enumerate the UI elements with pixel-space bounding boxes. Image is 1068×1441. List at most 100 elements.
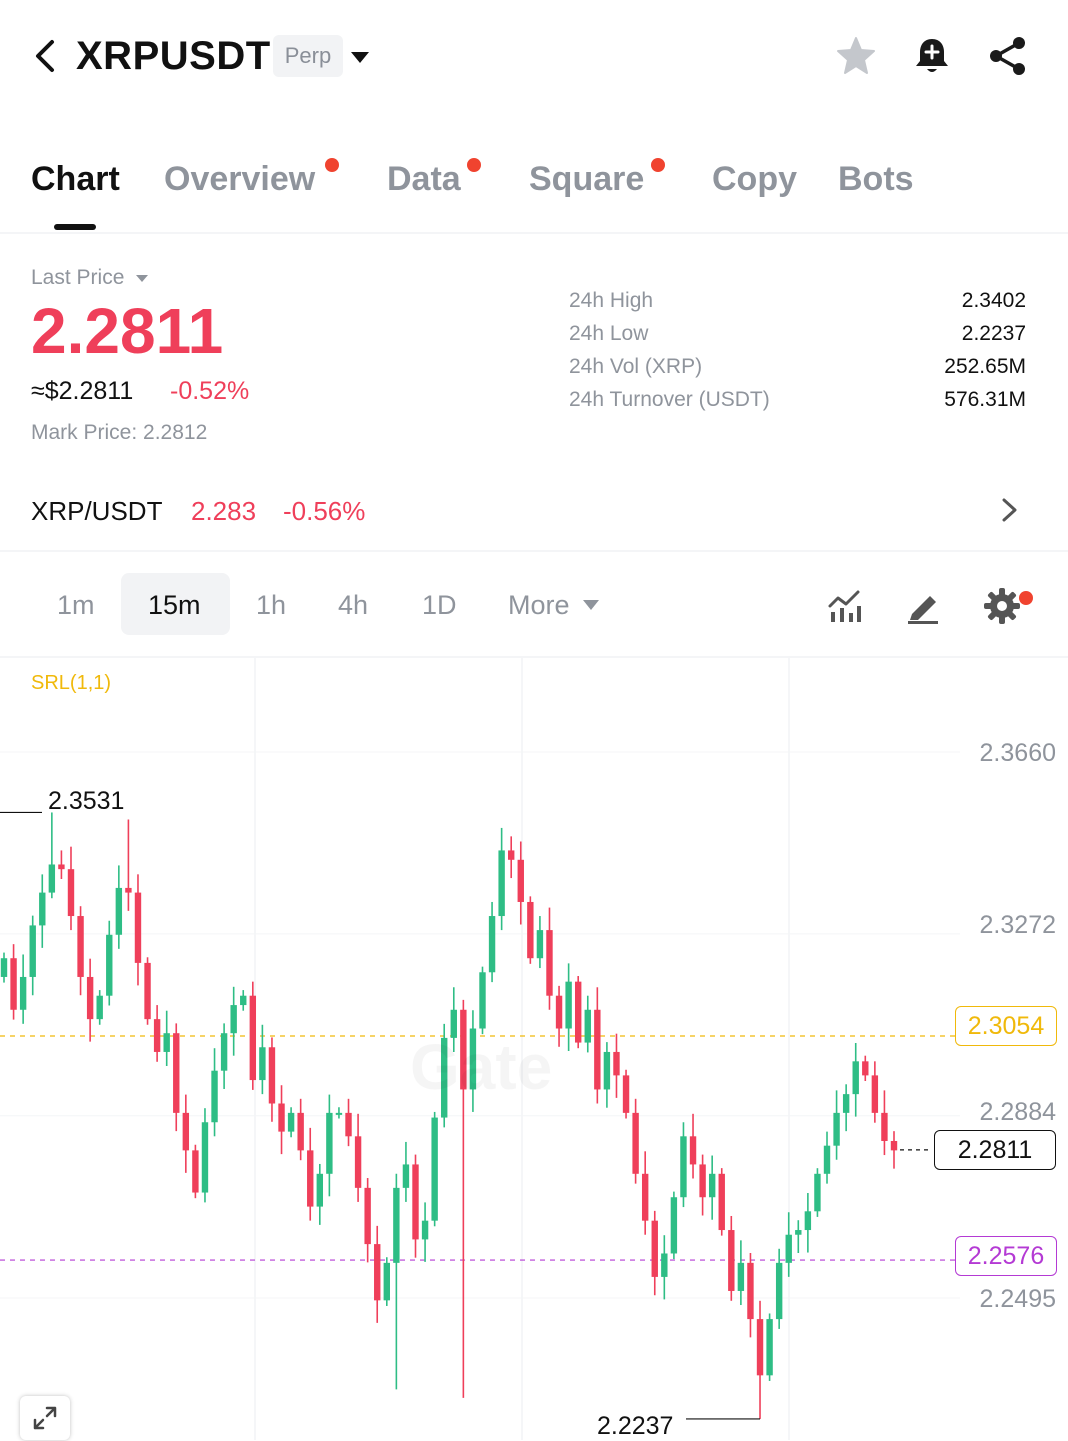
share-icon[interactable]: [986, 34, 1030, 78]
low-price-label: 2.2237: [597, 1412, 674, 1440]
candle-body: [364, 1187, 371, 1245]
back-icon[interactable]: [28, 36, 64, 76]
symbol-title[interactable]: XRPUSDT: [76, 34, 271, 78]
chevron-right-icon[interactable]: [996, 494, 1024, 526]
candle-body: [785, 1234, 792, 1263]
tab-copy[interactable]: Copy: [712, 160, 797, 198]
y-axis-tick: 2.3660: [979, 739, 1056, 767]
star-icon[interactable]: [834, 34, 878, 78]
candle-body: [153, 1019, 161, 1052]
stat-label-vol: 24h Vol (XRP): [569, 355, 703, 378]
candle-body: [756, 1319, 764, 1376]
tab-active-indicator: [54, 224, 96, 230]
stat-value-turnover: 576.31M: [944, 388, 1026, 411]
candle-body: [699, 1164, 706, 1198]
candle-body: [613, 1051, 620, 1076]
interval-more[interactable]: More: [508, 590, 570, 620]
current-price-tag: 2.2811: [934, 1130, 1056, 1170]
tab-bots[interactable]: Bots: [838, 160, 914, 198]
candle-body: [622, 1075, 630, 1113]
bell-plus-icon[interactable]: [910, 34, 954, 78]
candle-body: [833, 1112, 840, 1146]
stat-label-low: 24h Low: [569, 322, 649, 345]
candle-body: [469, 1028, 477, 1090]
spot-price: 2.283: [191, 496, 257, 526]
candle-body: [527, 901, 534, 959]
candle-body: [10, 958, 17, 1010]
candle-body: [517, 859, 524, 902]
candle-body: [689, 1136, 697, 1165]
gear-icon[interactable]: [982, 586, 1022, 626]
stat-label-turnover: 24h Turnover (USDT): [569, 388, 770, 411]
srl-yellow-price-tag: 2.3054: [955, 1006, 1057, 1046]
draw-pencil-icon[interactable]: [904, 588, 942, 624]
candle-body: [555, 995, 563, 1029]
watermark-logo: Gate: [410, 1030, 552, 1104]
candle-body: [498, 850, 505, 917]
candle-body: [249, 995, 257, 1081]
candlestick-chart[interactable]: [0, 658, 1068, 1440]
last-price-value: 2.2811: [31, 295, 224, 367]
y-axis-tick: 2.2495: [979, 1285, 1056, 1313]
price-change: -0.52%: [170, 377, 250, 405]
candle-body: [192, 1150, 199, 1193]
interval-1m[interactable]: 1m: [57, 590, 95, 620]
candle-body: [163, 1033, 170, 1052]
expand-icon: [33, 1406, 57, 1430]
interval-4h[interactable]: 4h: [338, 590, 369, 620]
candle-body: [19, 976, 27, 1010]
candle-body: [441, 1037, 448, 1118]
interval-15m[interactable]: 15m: [148, 590, 201, 620]
interval-1h[interactable]: 1h: [256, 590, 287, 620]
indicator-label[interactable]: SRL(1,1): [31, 672, 112, 694]
candle-body: [39, 892, 46, 926]
candle-body: [708, 1173, 716, 1198]
candle-body: [374, 1244, 381, 1301]
expand-chart-button[interactable]: [20, 1396, 70, 1440]
candle-body: [603, 1051, 611, 1090]
stat-label-high: 24h High: [569, 289, 654, 312]
candle-body: [881, 1112, 888, 1141]
tab-data[interactable]: Data: [387, 160, 461, 198]
spot-pair[interactable]: XRP/USDT: [31, 496, 163, 526]
more-caret-icon[interactable]: [583, 600, 599, 610]
candle-body: [278, 1103, 285, 1132]
candle-body: [852, 1061, 859, 1095]
tab-overview[interactable]: Overview: [164, 160, 316, 198]
candle-body: [565, 981, 572, 1029]
candle-body: [201, 1122, 209, 1193]
usd-price: ≈$2.2811: [31, 377, 134, 405]
y-axis-tick: 2.3272: [979, 911, 1056, 939]
candle-body: [718, 1173, 725, 1231]
candle-body: [814, 1173, 821, 1212]
interval-active-bg: [121, 573, 230, 635]
candle-body: [823, 1145, 831, 1174]
candle-body: [450, 1009, 457, 1038]
interval-1d[interactable]: 1D: [422, 590, 457, 620]
stat-value-high: 2.3402: [961, 289, 1026, 312]
candle-body: [641, 1173, 649, 1221]
candle-body: [326, 1112, 333, 1174]
candle-body: [345, 1112, 352, 1137]
candle-body: [775, 1262, 783, 1320]
indicator-icon[interactable]: [826, 588, 864, 624]
candle-body: [479, 972, 486, 1029]
stat-value-vol: 252.65M: [944, 355, 1026, 378]
candle-body: [96, 995, 103, 1020]
last-price-label[interactable]: Last Price: [31, 266, 125, 289]
mark-price: Mark Price: 2.2812: [31, 421, 208, 444]
candle-body: [804, 1211, 812, 1231]
perp-badge: Perp: [273, 35, 343, 77]
candle-body: [728, 1230, 735, 1291]
candle-body: [584, 1009, 591, 1043]
candle-body: [393, 1187, 400, 1263]
candle-body: [240, 995, 247, 1006]
candle-body: [680, 1136, 687, 1198]
candle-body: [287, 1112, 295, 1132]
last-price-caret-icon[interactable]: [136, 275, 148, 282]
candle-body: [144, 962, 151, 1020]
tab-chart[interactable]: Chart: [31, 160, 120, 198]
symbol-dropdown-icon[interactable]: [351, 52, 369, 63]
candle-body: [421, 1220, 429, 1240]
tab-square[interactable]: Square: [529, 160, 645, 198]
